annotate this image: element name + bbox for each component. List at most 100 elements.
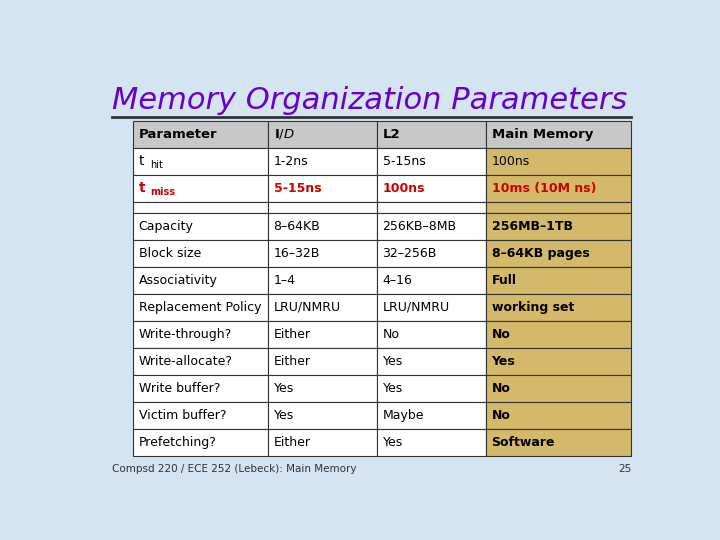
Bar	[133, 375, 268, 402]
Bar	[133, 121, 268, 148]
Text: Associativity: Associativity	[139, 274, 217, 287]
Bar	[268, 321, 377, 348]
Bar	[268, 429, 377, 456]
Bar	[268, 202, 377, 213]
Text: L2: L2	[382, 128, 400, 141]
Bar	[133, 321, 268, 348]
Text: Memory Organization Parameters: Memory Organization Parameters	[112, 85, 628, 114]
Bar	[133, 213, 268, 240]
Text: 100ns: 100ns	[382, 182, 425, 195]
Bar	[377, 267, 486, 294]
Text: Full: Full	[492, 274, 516, 287]
Text: Yes: Yes	[382, 382, 402, 395]
Bar	[133, 402, 268, 429]
Text: 100ns: 100ns	[492, 155, 530, 168]
Text: I$/D$: I$/D$	[274, 127, 294, 141]
Bar	[268, 213, 377, 240]
Bar	[377, 375, 486, 402]
Text: Parameter: Parameter	[139, 128, 217, 141]
Text: Write-through?: Write-through?	[139, 328, 232, 341]
Bar	[133, 267, 268, 294]
Text: Yes: Yes	[492, 355, 516, 368]
Text: 16–32B: 16–32B	[274, 247, 320, 260]
Bar	[377, 429, 486, 456]
Text: 8–64KB: 8–64KB	[274, 220, 320, 233]
Text: miss: miss	[150, 187, 175, 197]
Text: Compsd 220 / ECE 252 (Lebeck): Main Memory: Compsd 220 / ECE 252 (Lebeck): Main Memo…	[112, 464, 357, 474]
Bar	[133, 348, 268, 375]
Bar	[133, 175, 268, 202]
Bar	[133, 202, 268, 213]
Text: LRU/NMRU: LRU/NMRU	[274, 301, 341, 314]
Bar	[377, 321, 486, 348]
Bar	[268, 402, 377, 429]
Text: Capacity: Capacity	[139, 220, 194, 233]
Bar	[486, 321, 631, 348]
Bar	[486, 121, 631, 148]
Text: Either: Either	[274, 328, 310, 341]
Bar	[268, 294, 377, 321]
Text: 1-2ns: 1-2ns	[274, 155, 308, 168]
Bar	[486, 267, 631, 294]
Text: Victim buffer?: Victim buffer?	[139, 409, 226, 422]
Bar	[377, 240, 486, 267]
Text: No: No	[492, 409, 510, 422]
Text: Yes: Yes	[274, 409, 294, 422]
Bar	[486, 375, 631, 402]
Text: Either: Either	[274, 436, 310, 449]
Text: Replacement Policy: Replacement Policy	[139, 301, 261, 314]
Bar	[486, 294, 631, 321]
Text: Maybe: Maybe	[382, 409, 424, 422]
Text: Write-allocate?: Write-allocate?	[139, 355, 233, 368]
Bar	[377, 213, 486, 240]
Text: Software: Software	[492, 436, 555, 449]
Text: t: t	[139, 154, 144, 168]
Text: 25: 25	[618, 464, 631, 474]
Bar	[268, 240, 377, 267]
Text: LRU/NMRU: LRU/NMRU	[382, 301, 450, 314]
Bar	[486, 348, 631, 375]
Text: working set: working set	[492, 301, 574, 314]
Text: 8–64KB pages: 8–64KB pages	[492, 247, 589, 260]
Bar	[133, 429, 268, 456]
Text: 10ms (10M ns): 10ms (10M ns)	[492, 182, 596, 195]
Bar	[486, 202, 631, 213]
Bar	[268, 121, 377, 148]
Text: No: No	[382, 328, 400, 341]
Text: t: t	[139, 181, 145, 195]
Bar	[268, 148, 377, 175]
Text: 256MB–1TB: 256MB–1TB	[492, 220, 572, 233]
Bar	[377, 402, 486, 429]
Text: 5-15ns: 5-15ns	[382, 155, 426, 168]
Text: Prefetching?: Prefetching?	[139, 436, 217, 449]
Bar	[268, 267, 377, 294]
Bar	[486, 429, 631, 456]
Bar	[486, 240, 631, 267]
Bar	[133, 294, 268, 321]
Bar	[268, 348, 377, 375]
Bar	[486, 402, 631, 429]
Bar	[377, 175, 486, 202]
Text: 1–4: 1–4	[274, 274, 296, 287]
Text: Write buffer?: Write buffer?	[139, 382, 220, 395]
Bar	[377, 121, 486, 148]
Text: No: No	[492, 382, 510, 395]
Bar	[486, 213, 631, 240]
Text: 5-15ns: 5-15ns	[274, 182, 321, 195]
Text: No: No	[492, 328, 510, 341]
Text: Yes: Yes	[382, 355, 402, 368]
Text: hit: hit	[150, 160, 163, 170]
Bar	[377, 148, 486, 175]
Bar	[377, 348, 486, 375]
Text: Main Memory: Main Memory	[492, 128, 593, 141]
Bar	[486, 148, 631, 175]
Bar	[377, 202, 486, 213]
Bar	[133, 148, 268, 175]
Bar	[377, 294, 486, 321]
Text: Yes: Yes	[382, 436, 402, 449]
Text: 256KB–8MB: 256KB–8MB	[382, 220, 456, 233]
Text: Either: Either	[274, 355, 310, 368]
Bar	[268, 375, 377, 402]
Bar	[486, 175, 631, 202]
Text: 4–16: 4–16	[382, 274, 413, 287]
